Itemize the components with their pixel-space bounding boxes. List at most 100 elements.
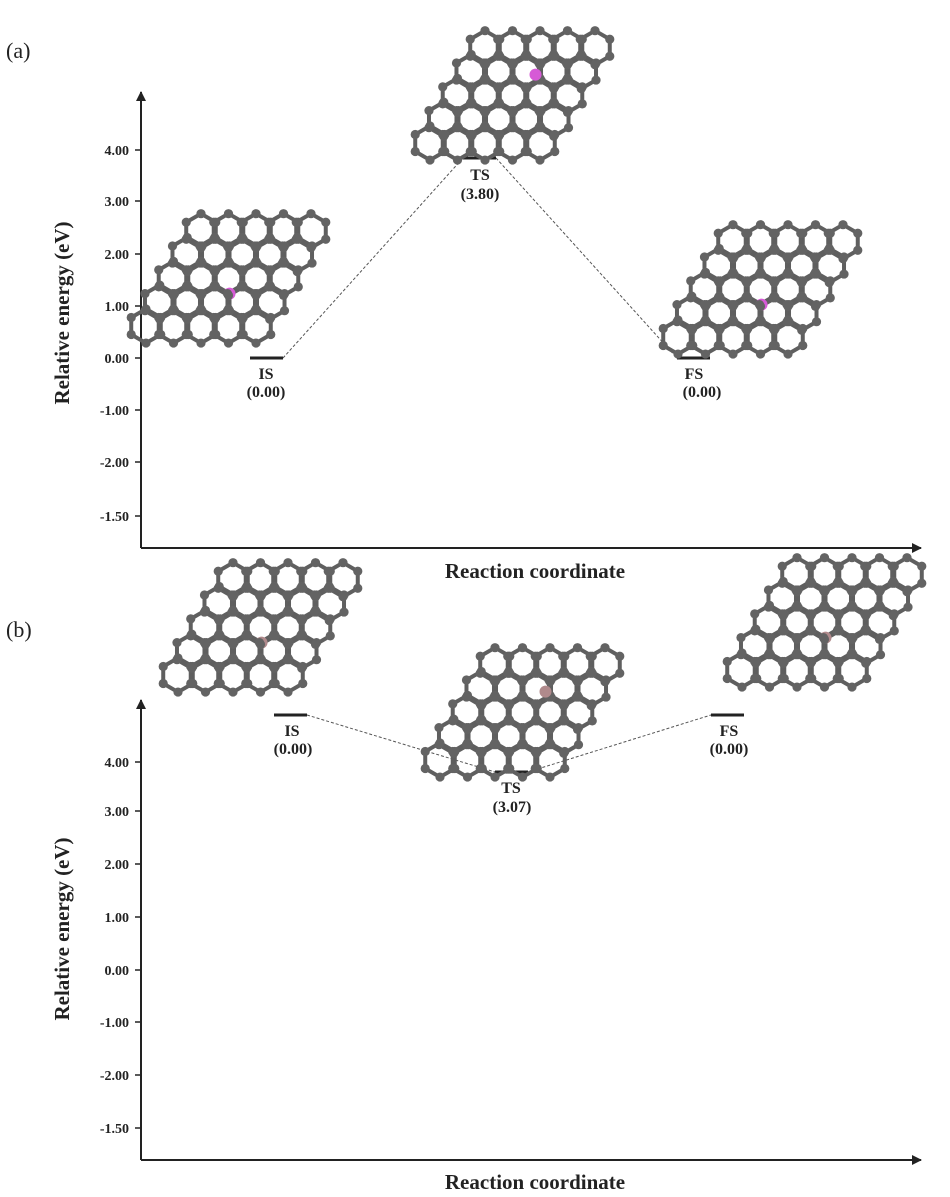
carbon-atom [250,241,260,251]
carbon-atom [755,220,766,230]
carbon-atom [475,716,485,726]
carbon-atom [520,129,530,140]
carbon-atom [181,312,191,323]
carbon-atom [228,558,238,568]
carbon-atom [658,323,668,334]
carbon-atom [736,650,746,660]
carbon-atom [321,217,331,227]
panel-a-value-ts: (3.80) [461,186,500,203]
carbon-atom [558,699,568,709]
carbon-atom [167,306,178,316]
carbon-atom [768,245,778,255]
carbon-atom [791,633,801,643]
carbon-atom [282,607,292,617]
carbon-atom [860,561,870,571]
carbon-atom [493,51,503,61]
carbon-atom [520,34,530,44]
carbon-atom [196,209,206,219]
carbon-atom [186,614,196,624]
carbon-atom [782,269,792,279]
carbon-atom [227,607,237,617]
y-tick-label: 1.00 [105,911,130,926]
carbon-atom [503,651,513,661]
carbon-atom [236,329,246,340]
carbon-atom [209,329,219,340]
carbon-atom [195,306,205,316]
carbon-atom [839,269,849,279]
carbon-atom [451,123,462,133]
carbon-atom [475,746,485,757]
carbon-atom [241,661,251,672]
carbon-atom [254,638,265,648]
carbon-atom [213,614,223,624]
carbon-atom [672,317,682,327]
panel-b-label-fs: FS [720,723,739,740]
carbon-atom [600,643,610,653]
carbon-atom [805,673,815,684]
carbon-atom [534,123,544,133]
carbon-atom [236,234,246,244]
carbon-atom [462,772,473,782]
panel-a-connector-ts-fs [495,157,678,359]
carbon-atom [503,716,513,726]
carbon-atom [764,682,775,692]
carbon-atom [236,265,246,275]
carbon-atom [268,614,278,624]
carbon-atom [480,26,490,36]
carbon-atom [686,276,696,286]
carbon-atom [489,675,499,685]
carbon-atom [251,209,261,219]
carbon-atom [722,673,732,684]
carbon-atom [873,585,884,595]
carbon-atom [782,252,792,262]
carbon-atom [887,561,897,571]
carbon-atom [479,106,489,116]
carbon-atom [236,282,246,292]
carbon-atom [222,306,233,316]
carbon-atom [228,687,238,697]
carbon-atom [585,651,595,661]
carbon-atom [713,293,723,303]
panel-a-label-is: IS [258,366,273,383]
carbon-atom [465,99,475,109]
panel-a-tag: (a) [6,38,30,63]
carbon-atom [558,716,568,726]
carbon-atom [755,349,766,359]
carbon-atom [530,668,540,678]
carbon-atom [196,338,206,348]
carbon-atom [338,558,348,568]
carbon-atom [222,289,233,299]
carbon-atom [154,282,164,292]
carbon-atom [465,146,475,157]
carbon-atom [209,265,219,275]
carbon-atom [475,668,485,678]
carbon-atom [903,602,913,612]
carbon-atom [741,340,751,351]
carbon-atom [838,220,848,230]
carbon-atom [846,633,856,643]
carbon-atom [520,146,530,157]
carbon-atom [223,338,234,348]
carbon-atom [339,607,349,617]
carbon-atom [264,234,274,244]
carbon-atom [700,349,711,359]
carbon-atom [480,155,490,165]
carbon-atom [451,75,462,85]
carbon-atom [448,716,458,726]
carbon-atom [516,692,527,702]
carbon-atom [186,661,196,672]
carbon-atom [213,661,223,672]
carbon-atom [236,312,246,323]
carbon-atom [264,217,274,227]
carbon-atom [325,631,335,641]
panel-a-value-fs: (0.00) [683,384,722,401]
carbon-atom [296,566,306,576]
carbon-atom [141,338,151,348]
carbon-atom [763,602,774,612]
carbon-atom [782,317,792,327]
carbon-atom [713,323,723,334]
carbon-atom [282,638,292,648]
carbon-atom [264,265,274,275]
carbon-atom [507,155,518,165]
